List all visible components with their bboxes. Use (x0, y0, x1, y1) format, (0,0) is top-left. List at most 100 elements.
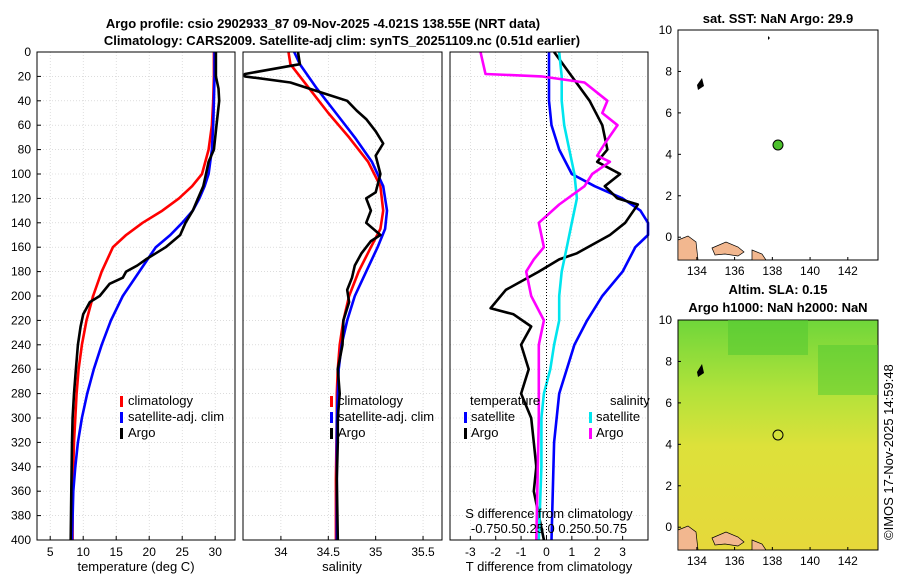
series-argo (243, 51, 385, 541)
xtick-label: 30 (209, 545, 223, 559)
legend-satellite-label: satellite-adj. clim (128, 409, 224, 424)
temperature-xticks: 5 10 15 20 25 30 (47, 536, 222, 559)
map-xtick-label: 140 (800, 554, 820, 568)
legend-satellite-swatch (120, 412, 123, 423)
map-xtick-label: 136 (725, 554, 745, 568)
ytick-label: 320 (11, 435, 31, 449)
ytick-label: 180 (11, 265, 31, 279)
temperature-legend: climatology satellite-adj. clim Argo (120, 393, 224, 440)
sst-map-palau-island (697, 78, 704, 90)
legend-s-argo-swatch (589, 428, 592, 439)
xtick-label: 20 (143, 545, 157, 559)
temperature-panel: 5 10 15 20 25 30 0 20 40 60 80 100 120 140 160 180 200 2… (11, 45, 236, 574)
legend-s-satellite-swatch (589, 412, 592, 423)
legend-satellite-swatch (330, 412, 333, 423)
xtick-label: 5 (47, 545, 54, 559)
legend-climatology-swatch (330, 396, 333, 407)
difference-legend: temperature salinity satellite Argo sate… (464, 393, 650, 440)
xtick-label: 3 (619, 545, 626, 559)
ytick-label: 0 (24, 45, 31, 59)
difference-panel: -3 -2 -1 0 1 2 3 T difference from climatology… (449, 51, 650, 574)
xtick-label: 25 (176, 545, 190, 559)
series-argo (69, 52, 221, 541)
xtick-label: 0 (543, 545, 550, 559)
map-xtick-label: 142 (838, 264, 858, 278)
xtick-label: -2 (490, 545, 501, 559)
xtick-label: -1 (516, 545, 527, 559)
series-satellite-adj-clim (293, 51, 389, 540)
series-s-argo (479, 51, 619, 541)
xtick-label: 34 (274, 545, 288, 559)
ytick-label: 380 (11, 509, 31, 523)
sla-map-high-blob-east (818, 345, 878, 395)
legend-climatology-label: climatology (128, 393, 194, 408)
map-xtick-label: 138 (762, 554, 782, 568)
xtick-label: 35.5 (411, 545, 435, 559)
map-ytick-label: 10 (659, 23, 673, 37)
legend-climatology-swatch (120, 396, 123, 407)
ytick-label: 200 (11, 289, 31, 303)
salinity-axes-box (242, 51, 443, 541)
salinity-xticks: 34 34.5 35 35.5 (274, 536, 435, 559)
map-xtick-label: 142 (838, 554, 858, 568)
map-ytick-label: 6 (665, 106, 672, 120)
ytick-label: 340 (11, 460, 31, 474)
legend-t-satellite-label: satellite (471, 409, 515, 424)
sst-map: sat. SST: NaN Argo: 29.9 134 136 138 140 142… (659, 11, 879, 278)
ytick-label: 100 (11, 167, 31, 181)
ytick-label: 40 (18, 94, 32, 108)
map-ytick-label: 4 (665, 147, 672, 161)
sla-map-land-islands (711, 531, 745, 547)
salinity-lines (243, 51, 389, 541)
legend-argo-label: Argo (128, 425, 155, 440)
sla-map-land-newguinea (677, 525, 699, 551)
legend-s-argo-label: Argo (596, 425, 623, 440)
sla-map-title2: Argo h1000: NaN h2000: NaN (688, 300, 867, 315)
legend-argo-label: Argo (338, 425, 365, 440)
xtick-label: -3 (465, 545, 476, 559)
ytick-label: 160 (11, 240, 31, 254)
salinity-legend: climatology satellite-adj. clim Argo (330, 393, 434, 440)
ytick-label: 280 (11, 387, 31, 401)
xtick-label: 1 (569, 545, 576, 559)
legend-t-argo-swatch (464, 428, 467, 439)
sla-map-palau-island (697, 364, 704, 377)
map-xtick-label: 134 (687, 264, 707, 278)
sla-map-argo-point (772, 429, 784, 441)
depth-yticks: 0 20 40 60 80 100 120 140 160 180 200 220 240 260 280 3… (11, 45, 41, 547)
map-ytick-label: 2 (665, 189, 672, 203)
difference-grid (450, 51, 648, 541)
sst-map-ticks: 134 136 138 140 142 10 8 6 4 2 0 (659, 23, 859, 278)
sla-map-high-blob (728, 320, 808, 355)
legend-temperature-title: temperature (470, 393, 540, 408)
title-line2: Climatology: CARS2009. Satellite-adj cli… (104, 33, 580, 48)
legend-climatology-label: climatology (338, 393, 404, 408)
ytick-label: 400 (11, 533, 31, 547)
map-ytick-label: 2 (665, 479, 672, 493)
temperature-grid (37, 51, 235, 541)
legend-t-satellite-swatch (464, 412, 467, 423)
map-ytick-label: 6 (665, 396, 672, 410)
difference-axes-box (449, 51, 649, 541)
difference-top-xticks: -0.750.50.25 0 0.250.50.75 (471, 521, 627, 536)
title-line1: Argo profile: csio 2902933_87 09-Nov-202… (106, 16, 540, 31)
sst-map-land-newguinea (677, 235, 699, 261)
series-s-satellite (537, 51, 579, 541)
sst-map-land-coast (751, 249, 767, 261)
ytick-label: 80 (18, 143, 32, 157)
xtick-label: 10 (77, 545, 91, 559)
map-ytick-label: 0 (665, 230, 672, 244)
xtick-label: 35 (369, 545, 383, 559)
xtick-label: 15 (110, 545, 124, 559)
ytick-label: 20 (18, 69, 32, 83)
ytick-label: 300 (11, 411, 31, 425)
difference-xlabel: T difference from climatology (466, 559, 633, 574)
sst-map-islet (768, 36, 770, 40)
map-xtick-label: 140 (800, 264, 820, 278)
ytick-label: 220 (11, 313, 31, 327)
legend-s-satellite-label: satellite (596, 409, 640, 424)
ytick-label: 360 (11, 484, 31, 498)
ytick-label: 260 (11, 362, 31, 376)
salinity-xlabel: salinity (322, 559, 362, 574)
